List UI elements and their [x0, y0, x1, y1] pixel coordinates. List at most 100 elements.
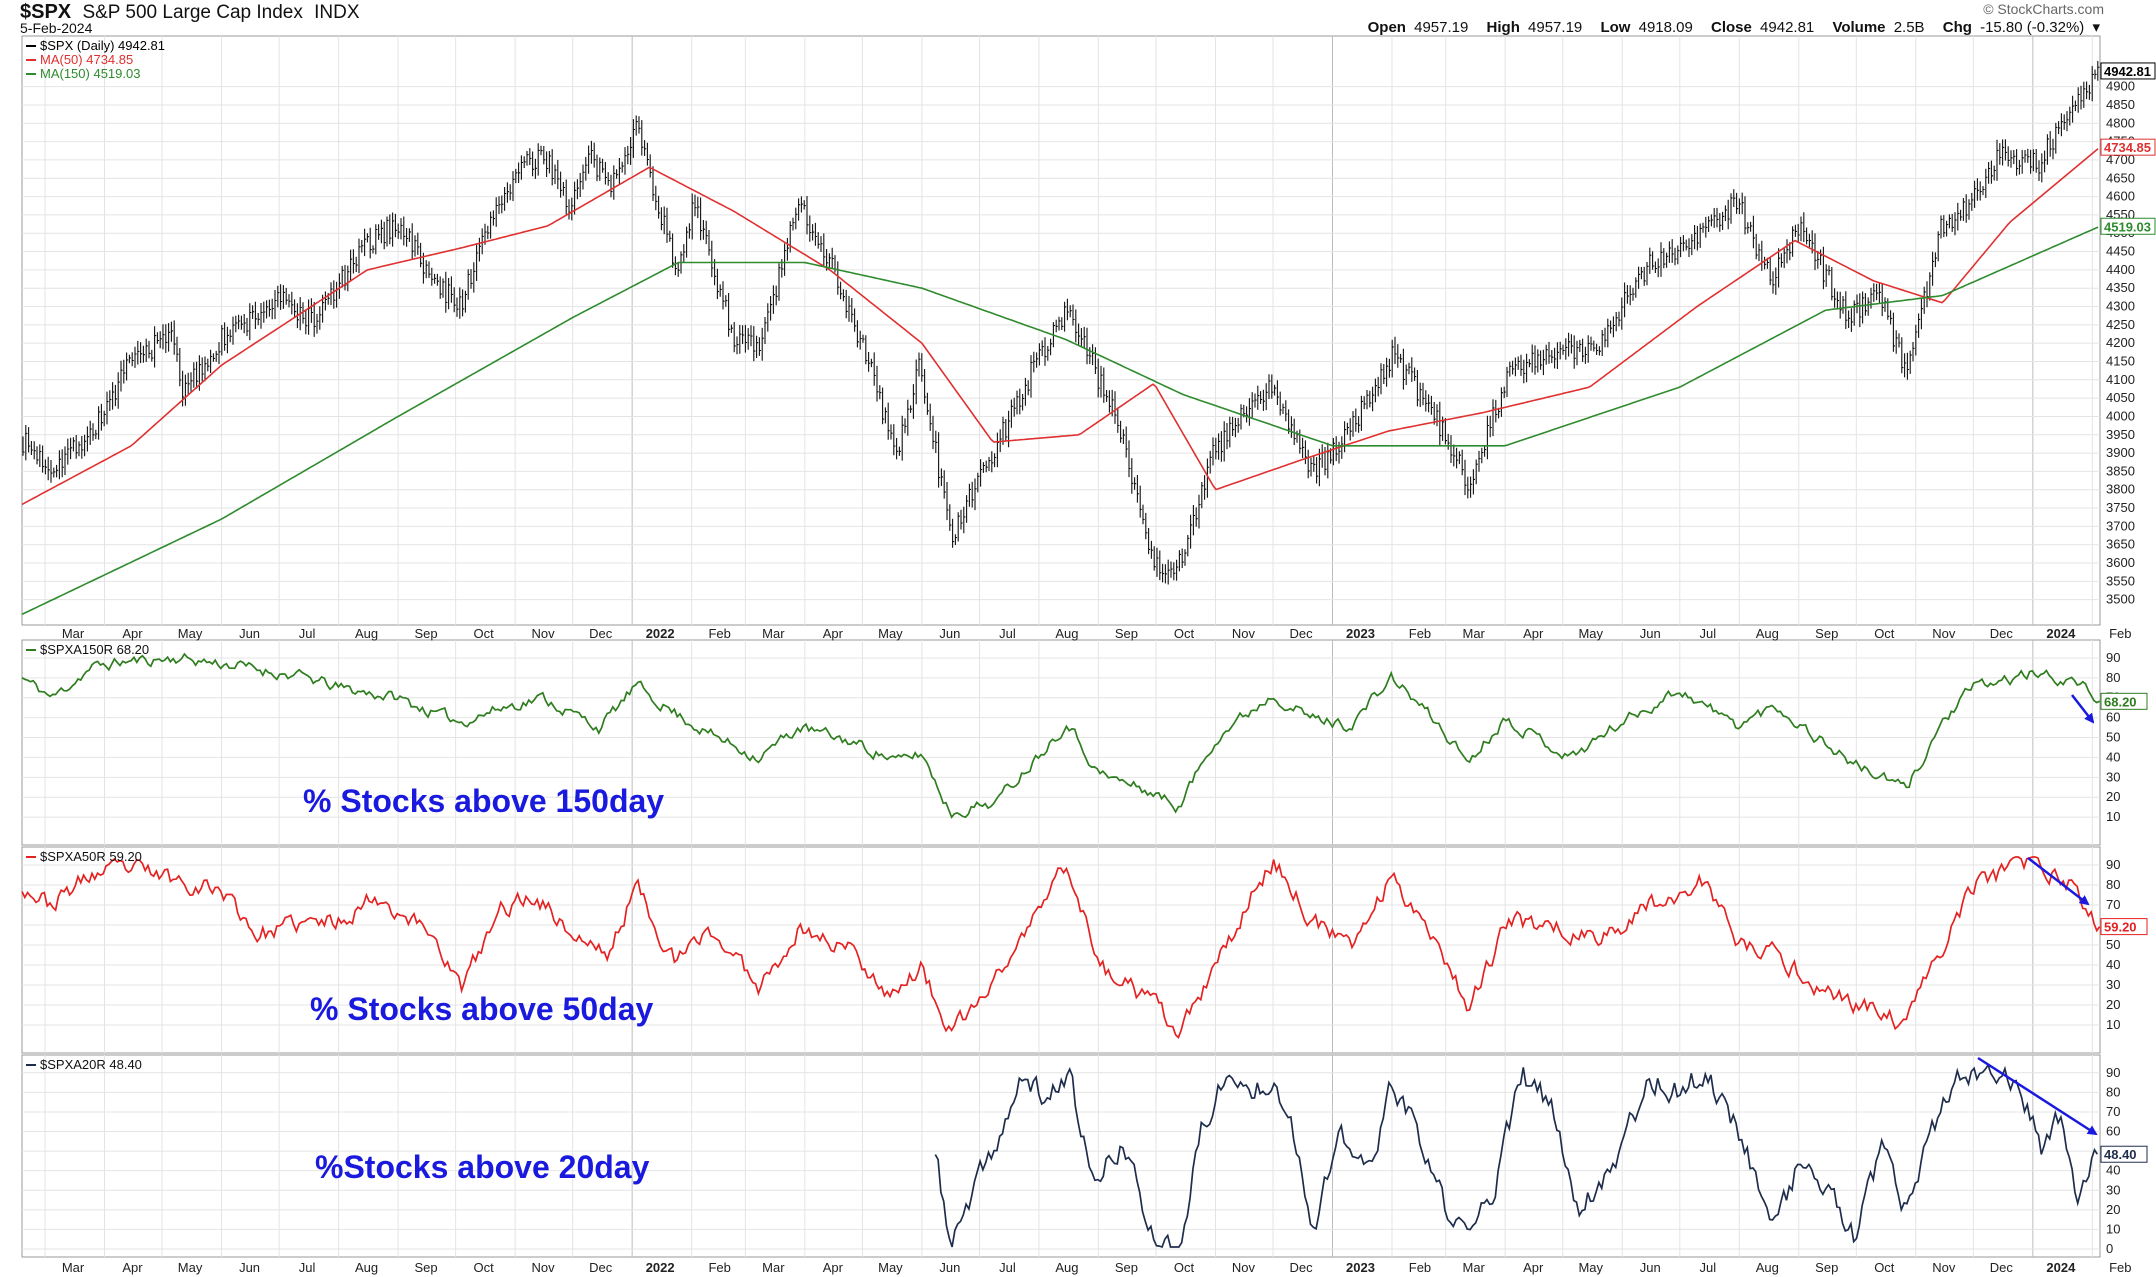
pct150-y-tick: 40 — [2106, 749, 2120, 764]
pct150-y-tick: 90 — [2106, 650, 2120, 665]
pct50-last-label-box — [2100, 918, 2148, 936]
bottom-x-tick: Feb — [2109, 1260, 2131, 1275]
bottom-x-tick: Oct — [1174, 1260, 1195, 1275]
bottom-x-tick: Jul — [299, 1260, 316, 1275]
high-label: High — [1486, 19, 1520, 36]
pct20-last-label-box — [2100, 1145, 2148, 1163]
price-y-tick: 4300 — [2106, 299, 2135, 314]
bottom-x-tick: Mar — [1463, 1260, 1486, 1275]
price-y-tick: 3650 — [2106, 537, 2135, 552]
price-legend-item: MA(150) 4519.03 — [40, 66, 140, 81]
price-x-tick: Nov — [532, 626, 556, 641]
credit: © StockCharts.com — [1983, 1, 2104, 17]
pct50-y-tick: 50 — [2106, 937, 2120, 952]
price-x-tick: Dec — [589, 626, 613, 641]
pct20-y-tick: 80 — [2106, 1084, 2120, 1099]
price-x-tick: Sep — [415, 626, 438, 641]
price-y-tick: 3800 — [2106, 482, 2135, 497]
price-y-tick: 4350 — [2106, 280, 2135, 295]
pct50-y-tick: 30 — [2106, 977, 2120, 992]
pct150-y-tick: 10 — [2106, 809, 2120, 824]
chg-value: -15.80 (-0.32%) — [1980, 19, 2085, 36]
price-x-tick: Mar — [762, 626, 785, 641]
price-x-tick: Nov — [1232, 626, 1256, 641]
pct50-last-label: 59.20 — [2104, 920, 2137, 935]
price-ohlc-series — [22, 61, 2100, 585]
ma50-line — [21, 148, 2099, 506]
price-last-label: 4519.03 — [2104, 219, 2151, 234]
pct50-y-tick: 20 — [2106, 997, 2120, 1012]
price-x-tick: Mar — [1463, 626, 1486, 641]
bottom-x-tick: May — [1578, 1260, 1603, 1275]
pct20-y-tick: 90 — [2106, 1065, 2120, 1080]
index-name: S&P 500 Large Cap Index — [82, 2, 303, 23]
price-y-tick: 4600 — [2106, 189, 2135, 204]
pct150-y-tick: 80 — [2106, 670, 2120, 685]
price-x-tick: Oct — [1174, 626, 1195, 641]
price-x-tick: Dec — [1990, 626, 2014, 641]
pct50-y-tick: 90 — [2106, 857, 2120, 872]
bottom-x-tick: Feb — [708, 1260, 730, 1275]
high-value: 4957.19 — [1528, 19, 1583, 36]
price-y-tick: 3850 — [2106, 463, 2135, 478]
price-x-tick: Jun — [939, 626, 960, 641]
price-x-tick: Feb — [708, 626, 730, 641]
price-legend-item: MA(50) 4734.85 — [40, 52, 133, 67]
price-x-tick: Apr — [823, 626, 844, 641]
bottom-x-tick: Oct — [474, 1260, 495, 1275]
price-x-tick: May — [178, 626, 203, 641]
bottom-x-tick: Mar — [762, 1260, 785, 1275]
price-x-tick: Jun — [239, 626, 260, 641]
price-y-tick: 3500 — [2106, 592, 2135, 607]
price-last-label: 4942.81 — [2104, 64, 2151, 79]
pct150-y-tick: 20 — [2106, 789, 2120, 804]
bottom-x-tick: Aug — [1055, 1260, 1078, 1275]
open-value: 4957.19 — [1414, 19, 1469, 36]
pct20-y-tick: 10 — [2106, 1221, 2120, 1236]
bottom-x-tick: 2022 — [646, 1260, 675, 1275]
price-x-tick: May — [878, 626, 903, 641]
price-x-tick: Aug — [1756, 626, 1779, 641]
price-x-tick: Jul — [1699, 626, 1716, 641]
pct150-y-tick: 30 — [2106, 769, 2120, 784]
price-y-tick: 4200 — [2106, 335, 2135, 350]
price-x-tick: 2023 — [1346, 626, 1375, 641]
pct150-line — [21, 652, 2100, 819]
dropdown-icon[interactable]: ▾ — [2092, 19, 2100, 36]
bottom-x-tick: 2023 — [1346, 1260, 1375, 1275]
pct20-line — [934, 1063, 2099, 1249]
pct150-y-tick: 50 — [2106, 730, 2120, 745]
pct50-y-tick: 70 — [2106, 897, 2120, 912]
price-x-tick: Apr — [122, 626, 143, 641]
price-x-tick: Apr — [1523, 626, 1544, 641]
pct50-y-tick: 10 — [2106, 1017, 2120, 1032]
bottom-x-tick: Dec — [1289, 1260, 1313, 1275]
pct150-y-tick: 60 — [2106, 710, 2120, 725]
quote-summary: Open 4957.19 High 4957.19 Low 4918.09 Cl… — [1368, 18, 2100, 36]
price-y-tick: 3700 — [2106, 518, 2135, 533]
pct50-trend-arrow — [2027, 857, 2090, 906]
pct50-y-tick: 40 — [2106, 957, 2120, 972]
price-y-tick: 3550 — [2106, 573, 2135, 588]
pct20-y-tick: 70 — [2106, 1104, 2120, 1119]
bottom-x-tick: May — [878, 1260, 903, 1275]
price-x-tick: Sep — [1115, 626, 1138, 641]
price-y-tick: 4250 — [2106, 317, 2135, 332]
bottom-x-tick: Sep — [415, 1260, 438, 1275]
price-y-tick: 4900 — [2106, 79, 2135, 94]
bottom-x-tick: Jul — [999, 1260, 1016, 1275]
bottom-x-tick: Sep — [1815, 1260, 1838, 1275]
pct50-annotation: % Stocks above 50day — [310, 991, 653, 1027]
price-x-tick: Oct — [1874, 626, 1895, 641]
price-y-tick: 3900 — [2106, 445, 2135, 460]
price-x-tick: 2024 — [2046, 626, 2076, 641]
price-x-tick: May — [1578, 626, 1603, 641]
volume-label: Volume — [1832, 19, 1886, 36]
chg-label: Chg — [1942, 19, 1972, 36]
bottom-x-tick: Nov — [1932, 1260, 1956, 1275]
bottom-x-tick: Jul — [1699, 1260, 1716, 1275]
pct150-last-label-box — [2100, 692, 2148, 710]
price-bars — [22, 61, 2100, 585]
pct50-line — [21, 856, 2101, 1040]
bottom-x-tick: Dec — [1990, 1260, 2014, 1275]
